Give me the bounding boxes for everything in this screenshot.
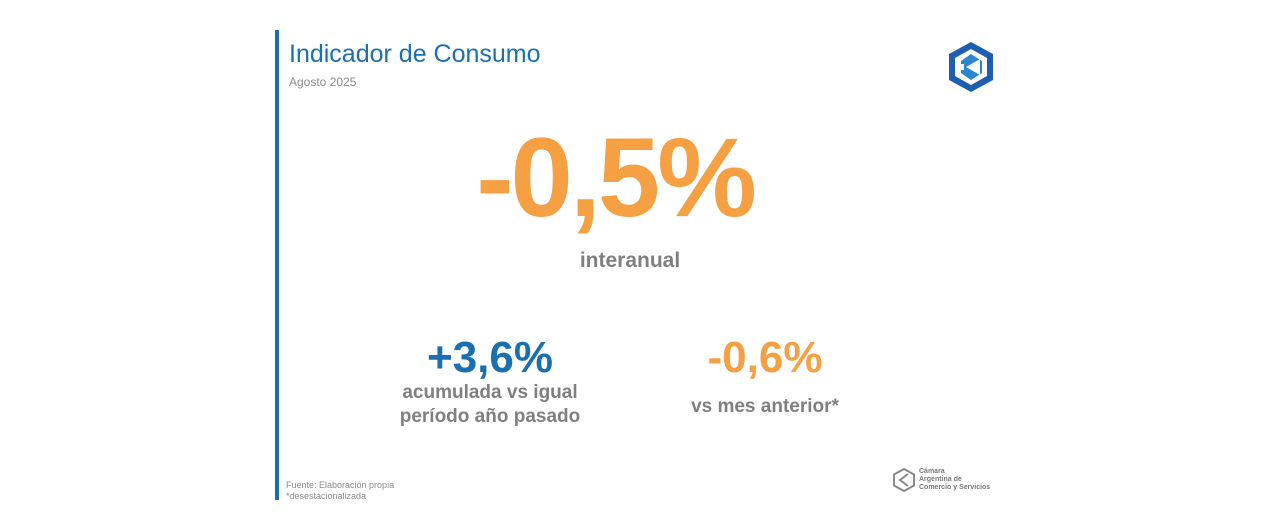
- stat-label: acumulada vs igual: [402, 382, 578, 404]
- brand-line: Cámara: [919, 468, 945, 475]
- source-text: Fuente: Elaboración propia: [286, 480, 395, 490]
- stat-label: período año pasado: [399, 405, 581, 427]
- brand-line: Argentina de: [919, 476, 962, 484]
- stat-accumulated: +3,6% acumulada vs igual período año pas…: [380, 333, 600, 429]
- main-indicator-value: -0,5%: [476, 115, 757, 240]
- stat-value: +3,6%: [427, 333, 553, 382]
- page-title: Indicador de Consumo: [289, 40, 541, 68]
- brand-footer: Cámara Argentina de Comercio y Servicios: [893, 468, 991, 493]
- note-text: *desestacionalizada: [286, 491, 367, 502]
- stat-monthly: -0,6% vs mes anterior*: [655, 333, 875, 419]
- accent-bar: [275, 30, 279, 500]
- stat-value: -0,6%: [707, 333, 823, 382]
- cac-logo-icon: [949, 42, 993, 92]
- stat-label: vs mes anterior*: [691, 396, 839, 418]
- cac-small-logo-icon: [893, 468, 915, 493]
- main-indicator-label: interanual: [579, 249, 681, 272]
- page-subtitle: Agosto 2025: [289, 75, 357, 89]
- footnote: Fuente: Elaboración propia *desestaciona…: [286, 480, 394, 503]
- brand-line: Comercio y Servicios: [919, 484, 991, 492]
